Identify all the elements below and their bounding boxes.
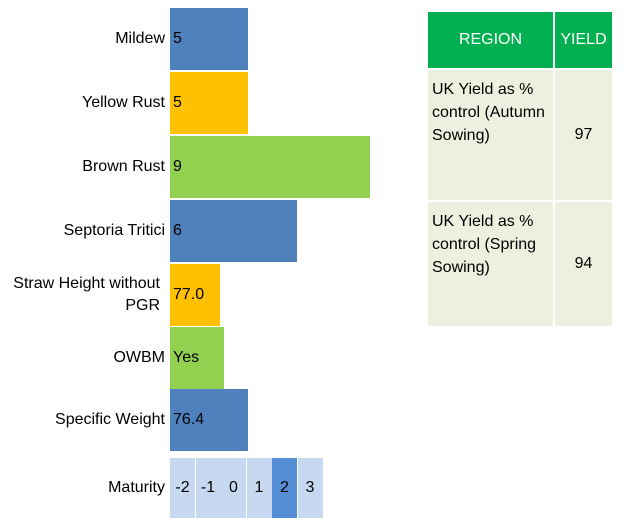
rating-label: Septoria Tritici bbox=[63, 222, 165, 239]
header-yield: YIELD bbox=[555, 12, 612, 68]
maturity-cell: 1 bbox=[246, 458, 272, 518]
maturity-cell: -2 bbox=[170, 458, 195, 518]
yield-cell: 97 bbox=[555, 70, 612, 200]
rating-bar: 6 bbox=[170, 200, 297, 262]
rating-label: Yellow Rust bbox=[81, 94, 165, 111]
maturity-label: Maturity bbox=[108, 479, 165, 496]
rating-label: Specific Weight bbox=[55, 411, 165, 428]
yield-cell: 94 bbox=[555, 202, 612, 326]
rating-label: OWBM bbox=[113, 349, 165, 366]
rating-bar: 77.0 bbox=[170, 264, 220, 326]
region-cell: UK Yield as % control (Spring Sowing) bbox=[428, 202, 553, 326]
maturity-cell: -1 bbox=[195, 458, 221, 518]
region-cell: UK Yield as % control (Autumn Sowing) bbox=[428, 70, 553, 200]
rating-label: Brown Rust bbox=[82, 158, 165, 175]
rating-bar: 76.4 bbox=[170, 389, 248, 451]
rating-label: Straw Height without PGR bbox=[13, 275, 160, 314]
rating-bar: 5 bbox=[170, 8, 248, 70]
rating-bar: 9 bbox=[170, 136, 370, 198]
rating-bar: 5 bbox=[170, 72, 248, 134]
header-region: REGION bbox=[428, 12, 553, 68]
rating-bar: Yes bbox=[170, 327, 224, 389]
maturity-cell: 0 bbox=[221, 458, 246, 518]
rating-label: Mildew bbox=[115, 30, 165, 47]
maturity-cell: 3 bbox=[297, 458, 323, 518]
maturity-cell: 2 bbox=[272, 458, 297, 518]
